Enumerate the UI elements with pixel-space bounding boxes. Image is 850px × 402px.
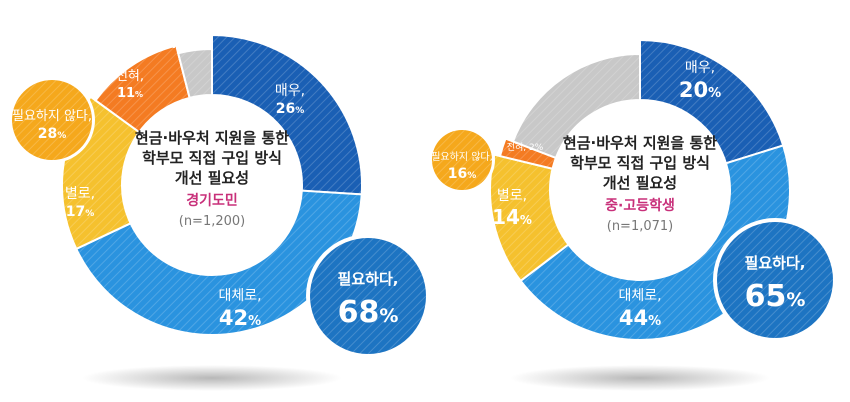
- slice-value-3-number: 16: [448, 166, 467, 182]
- center-title-line: 현금·바우처 지원을 통한: [563, 134, 717, 152]
- center-disc: [552, 102, 728, 278]
- slice-value-3-unit: %: [57, 131, 66, 141]
- slice-value-0-unit: %: [708, 86, 721, 101]
- slice-label-2: 별로,: [65, 186, 95, 202]
- slice-value-5-number: 4: [168, 37, 176, 51]
- slice-hatch-4: [500, 138, 556, 169]
- slice-value-1-number: 42: [219, 306, 248, 330]
- slice-label-4: 전혀, 2%: [507, 142, 544, 153]
- needed-bubble-hatch: [310, 238, 426, 354]
- slice-label-1: 대체로,: [618, 288, 661, 304]
- slice-value-2-unit: %: [520, 213, 532, 227]
- slice-label-5: 모름/무응답,: [147, 22, 205, 35]
- center-subtitle: 중·고등학생: [605, 198, 675, 214]
- slice-value-1: 44%: [619, 306, 661, 330]
- slice-value-2: 17%: [66, 204, 95, 220]
- needed-value: 68%: [338, 295, 399, 330]
- slice-value-1-unit: %: [648, 314, 661, 329]
- slice-label-2: 별로,: [497, 188, 527, 204]
- slice-value-2: 14%: [492, 205, 532, 229]
- slice-value-4-unit: %: [135, 90, 143, 99]
- slice-value-3-unit: %: [467, 171, 476, 181]
- slice-value-5: 4%: [168, 37, 183, 51]
- slice-value-1-unit: %: [248, 314, 261, 329]
- slice-value-5-unit: %: [556, 61, 568, 75]
- slice-hatch-5: [512, 54, 640, 158]
- center-title-line: 개선 필요성: [175, 169, 249, 187]
- slice-hatch-0: [640, 40, 784, 164]
- donut-chart-gyeonggi: 매우, 26% 대체로, 42% 별로, 17% 필요하지 않다, 28% 전혀, 11% 모름/무…: [9, 22, 430, 391]
- slice-value-3: 16%: [448, 166, 477, 182]
- needed-value-unit: %: [379, 305, 398, 327]
- center-title-line: 현금·바우처 지원을 통한: [135, 129, 289, 147]
- sample-size: (n=1,200): [179, 214, 246, 229]
- ground-shadow: [510, 365, 770, 391]
- slice-value-3: 28%: [38, 126, 67, 142]
- slice-label-3: 필요하지 않다,: [431, 150, 493, 163]
- slice-label-3: 필요하지 않다,: [12, 109, 92, 124]
- slice-hatch-1: [76, 190, 362, 335]
- slice-hatch-2: [490, 154, 569, 281]
- slice-label-0: 매우,: [685, 60, 715, 76]
- slice-hatch-0: [212, 35, 362, 195]
- slice-label-5: 모름/무응답,: [516, 37, 579, 51]
- needed-value-number: 68: [338, 295, 380, 330]
- needed-bubble-hatch: [717, 222, 833, 338]
- slice-label-4: 전혀,: [116, 69, 144, 84]
- center-title-line: 개선 필요성: [603, 174, 677, 192]
- slice-value-5-unit: %: [177, 42, 184, 50]
- slice-value-1-number: 44: [619, 306, 648, 330]
- slice-value-4: 11%: [117, 86, 143, 101]
- needed-label: 필요하다,: [745, 254, 806, 272]
- slice-hatch-4: [95, 45, 190, 133]
- center-subtitle: 경기도민: [186, 192, 238, 209]
- slice-label-1: 대체로,: [218, 288, 261, 304]
- sample-size: (n=1,071): [607, 219, 674, 234]
- slice-value-3-number: 28: [38, 126, 57, 142]
- slice-value-5-number: 19: [528, 53, 556, 77]
- donut-chart-students: 매우,20%대체로,44%별로,14%필요하지 않다,16%전혀, 2%모름/무…: [429, 37, 837, 391]
- center-disc: [124, 97, 300, 273]
- needed-value-number: 65: [745, 279, 787, 314]
- no-need-bubble-hatch: [12, 80, 92, 160]
- slice-value-0-number: 20: [679, 78, 708, 102]
- slice-label-text: 전혀,: [507, 142, 529, 153]
- slice-hatch-5: [178, 49, 212, 98]
- slice-value-0-unit: %: [295, 106, 304, 116]
- ground-shadow: [82, 365, 342, 391]
- needed-value: 65%: [745, 279, 806, 314]
- center-title-line: 학부모 직접 구입 방식: [570, 154, 710, 172]
- slice-value-2-unit: %: [85, 209, 94, 219]
- no-need-bubble-hatch: [432, 130, 492, 190]
- slice-value: 2: [529, 143, 535, 153]
- slice-value-0: 20%: [679, 78, 721, 102]
- slice-value-2-number: 17: [66, 204, 85, 220]
- slice-value-0: 26%: [276, 101, 305, 117]
- center-title-line: 학부모 직접 구입 방식: [142, 149, 282, 167]
- slice-value-0-number: 26: [276, 101, 295, 117]
- needed-label: 필요하다,: [338, 270, 399, 288]
- slice-value-4-number: 11: [117, 86, 135, 101]
- slice-unit: %: [535, 143, 544, 153]
- slice-value-1: 42%: [219, 306, 261, 330]
- slice-label-0: 매우,: [275, 83, 305, 99]
- slice-value-2-number: 14: [492, 205, 520, 229]
- slice-value-5: 19%: [528, 53, 568, 77]
- needed-value-unit: %: [786, 289, 805, 311]
